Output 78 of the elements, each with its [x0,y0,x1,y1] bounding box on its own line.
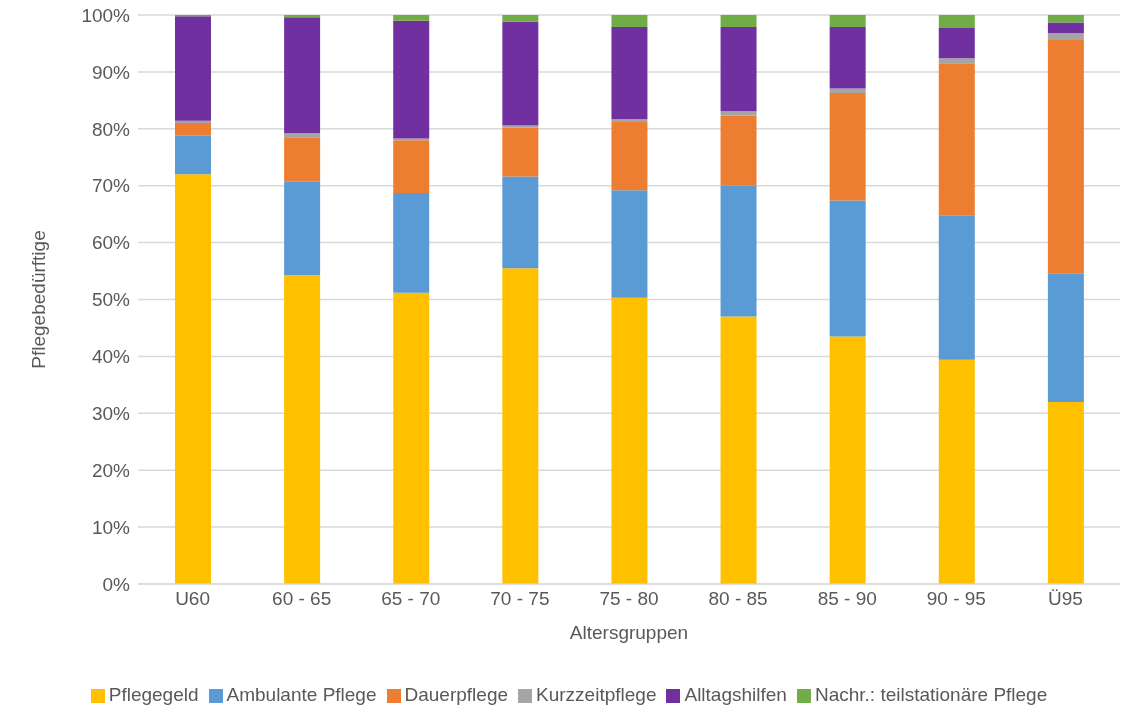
y-tick-label: 30% [91,403,131,425]
legend-label: Nachr.: teilstationäre Pflege [814,684,1048,705]
y-tick-label: 40% [91,346,131,368]
bar [502,176,539,269]
y-tick-label: 10% [91,516,131,538]
bar [938,28,975,59]
bar [611,297,648,584]
x-tick-label: U60 [175,588,210,610]
bar [720,15,757,27]
x-tick-label: Ü95 [1048,588,1083,610]
y-tick-label: 50% [91,289,131,311]
bar [720,185,757,317]
bar [175,16,211,121]
bar [393,193,430,293]
bar [393,15,430,21]
y-tick-label: 0% [102,573,131,595]
legend-label: Dauerpflege [404,684,509,705]
y-tick-label: 90% [91,61,131,83]
bar [502,127,539,177]
bar [284,133,321,138]
bar [284,137,321,182]
bar [393,292,430,584]
x-tick-label: 70 - 75 [490,588,550,610]
y-tick-label: 60% [91,232,131,254]
x-tick-label: 60 - 65 [272,588,332,610]
y-tick-label: 100% [81,4,131,26]
bar [720,26,757,112]
bar [175,135,211,175]
bar [829,15,866,27]
bar [938,15,975,29]
bar [502,125,539,128]
bar [938,63,975,216]
legend-label: Ambulante Pflege [226,684,377,705]
bar [938,58,975,64]
bar [611,26,648,120]
bar [720,316,757,584]
bar [502,268,539,584]
bar [1047,15,1084,23]
bar [1047,273,1084,402]
bar [611,190,648,298]
bar [1047,22,1084,34]
bar [502,15,539,22]
bar [611,15,648,27]
y-axis-title: Pflegebedürftige [27,230,49,369]
bar [938,359,975,584]
x-tick-label: 75 - 80 [599,588,659,610]
bar [502,21,539,126]
x-tick-label: 80 - 85 [708,588,768,610]
bar [720,111,757,116]
bar [1047,40,1084,274]
bar [1047,401,1084,584]
bar [829,26,866,89]
bar [175,123,211,136]
bar [611,121,648,191]
bar [938,215,975,360]
bar [393,140,430,194]
bar [829,92,866,201]
bar [611,119,648,122]
x-tick-label: 65 - 70 [381,588,441,610]
bar [829,200,866,337]
y-tick-label: 80% [91,118,131,140]
x-tick-label: 85 - 90 [817,588,877,610]
bar [1047,33,1084,41]
y-tick-label: 70% [91,175,131,197]
bar [175,174,211,584]
bar [393,20,430,139]
x-tick-label: 90 - 95 [926,588,986,610]
bar [284,275,321,584]
bar [829,88,866,93]
y-tick-label: 20% [91,459,131,481]
legend-label: Alltagshilfen [684,684,787,705]
legend-label: Kurzzeitpflege [536,684,657,705]
bar [284,17,321,134]
legend-label: Pflegegeld [108,684,199,705]
bar [829,336,866,584]
bar [720,115,757,186]
x-axis-title: Altersgruppen [569,622,689,644]
bar [284,181,321,276]
